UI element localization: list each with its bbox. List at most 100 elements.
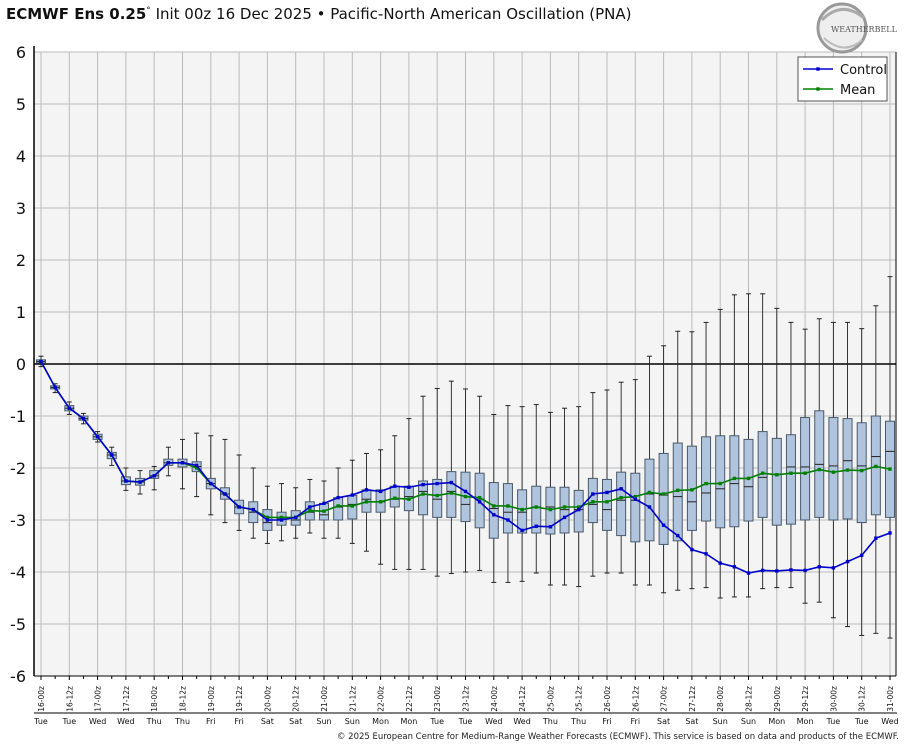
x-tick-label: 20-00z (263, 686, 272, 712)
control-point (237, 505, 241, 509)
x-day-label: Wed (117, 717, 134, 726)
y-tick-label: 3 (16, 199, 26, 218)
mean-point (322, 509, 326, 513)
box-iqr (488, 482, 499, 539)
control-point (378, 489, 383, 494)
control-point (775, 569, 779, 573)
x-tick-label: 21-00z (320, 686, 329, 712)
y-tick-label: -3 (10, 511, 26, 530)
x-tick-label: 21-12z (348, 686, 357, 712)
box-iqr (602, 478, 612, 531)
y-tick-label: 4 (16, 147, 26, 166)
ensemble-box (771, 307, 782, 589)
y-tick-label: -2 (10, 459, 26, 478)
control-point (393, 484, 397, 488)
ensemble-box (644, 355, 655, 586)
x-tick-label: 19-00z (207, 686, 216, 712)
x-day-label: Tue (33, 717, 48, 726)
control-point (449, 480, 454, 485)
control-point (251, 507, 255, 512)
x-day-label: Wed (513, 717, 530, 726)
y-tick-label: 0 (16, 355, 26, 374)
legend: Control Mean (797, 56, 888, 102)
mean-point (477, 495, 482, 500)
box-iqr (828, 417, 839, 521)
x-day-label: Fri (631, 717, 641, 726)
control-point (180, 461, 185, 465)
control-point (817, 565, 821, 569)
ensemble-box (418, 395, 429, 570)
mean-point (393, 496, 397, 500)
y-tick-label: -4 (10, 563, 26, 582)
box-iqr (785, 434, 796, 525)
x-day-label: Tue (61, 717, 76, 726)
x-tick-label: 18-00z (150, 686, 159, 712)
x-tick-label: 25-00z (546, 686, 555, 712)
legend-swatch-marker (816, 87, 820, 91)
mean-point (718, 481, 722, 486)
mean-point (265, 515, 270, 520)
control-point (845, 559, 850, 564)
mean-point (676, 488, 680, 493)
mean-point (775, 473, 779, 477)
x-day-label: Thu (542, 717, 558, 726)
ensemble-box (785, 321, 796, 589)
mean-point (760, 471, 765, 475)
x-tick-label: 17-12z (122, 686, 131, 712)
x-tick-label: 30-12z (858, 686, 867, 712)
control-point (110, 453, 114, 457)
logo-circle (816, 2, 868, 54)
control-point (223, 492, 227, 496)
control-point (435, 481, 439, 486)
ensemble-box (517, 406, 528, 582)
legend-label-control: Control (840, 63, 887, 78)
control-point (661, 523, 666, 527)
x-day-label: Mon (400, 717, 417, 726)
x-tick-label: 24-00z (490, 686, 499, 712)
ensemble-box (559, 407, 570, 586)
degree-symbol: ° (146, 6, 151, 16)
control-point (562, 515, 567, 520)
mean-point (817, 467, 821, 472)
control-point (138, 480, 142, 484)
control-point (704, 552, 708, 556)
mean-point (421, 492, 425, 496)
x-day-label: Sat (657, 717, 670, 726)
x-tick-label: 23-00z (433, 686, 442, 712)
control-point (279, 518, 284, 522)
control-point (860, 553, 864, 558)
x-day-label: Wed (881, 717, 898, 726)
mean-point (407, 497, 411, 501)
control-point (789, 568, 793, 572)
box-iqr (743, 438, 754, 522)
mean-point (845, 468, 850, 472)
control-point (39, 359, 43, 364)
x-day-label: Sat (289, 717, 302, 726)
control-point (718, 561, 722, 565)
ensemble-box (502, 405, 513, 583)
x-tick-label: 26-00z (603, 686, 612, 712)
mean-point (690, 488, 694, 492)
copyright-notice: © 2025 European Centre for Medium-Range … (336, 732, 899, 742)
box-iqr (658, 452, 669, 545)
legend-label-mean: Mean (840, 83, 875, 98)
x-day-label: Wed (89, 717, 106, 726)
x-tick-label: 20-12z (292, 686, 301, 712)
control-point (265, 518, 270, 522)
box-iqr (800, 417, 811, 521)
ensemble-box (602, 389, 612, 574)
x-day-label: Thu (174, 717, 190, 726)
mean-point (548, 507, 553, 512)
control-point (194, 463, 199, 468)
ensemble-box (658, 345, 669, 594)
x-day-label: Mon (372, 717, 389, 726)
control-point (619, 487, 623, 491)
x-day-label: Mon (768, 717, 785, 726)
ensemble-box (814, 318, 825, 603)
control-point (690, 547, 694, 552)
box-iqr (432, 478, 443, 518)
x-tick-label: 30-00z (829, 686, 838, 712)
mean-point (279, 515, 284, 520)
model-name: ECMWF Ens 0.25 (6, 5, 147, 23)
y-tick-label: -5 (10, 615, 26, 634)
